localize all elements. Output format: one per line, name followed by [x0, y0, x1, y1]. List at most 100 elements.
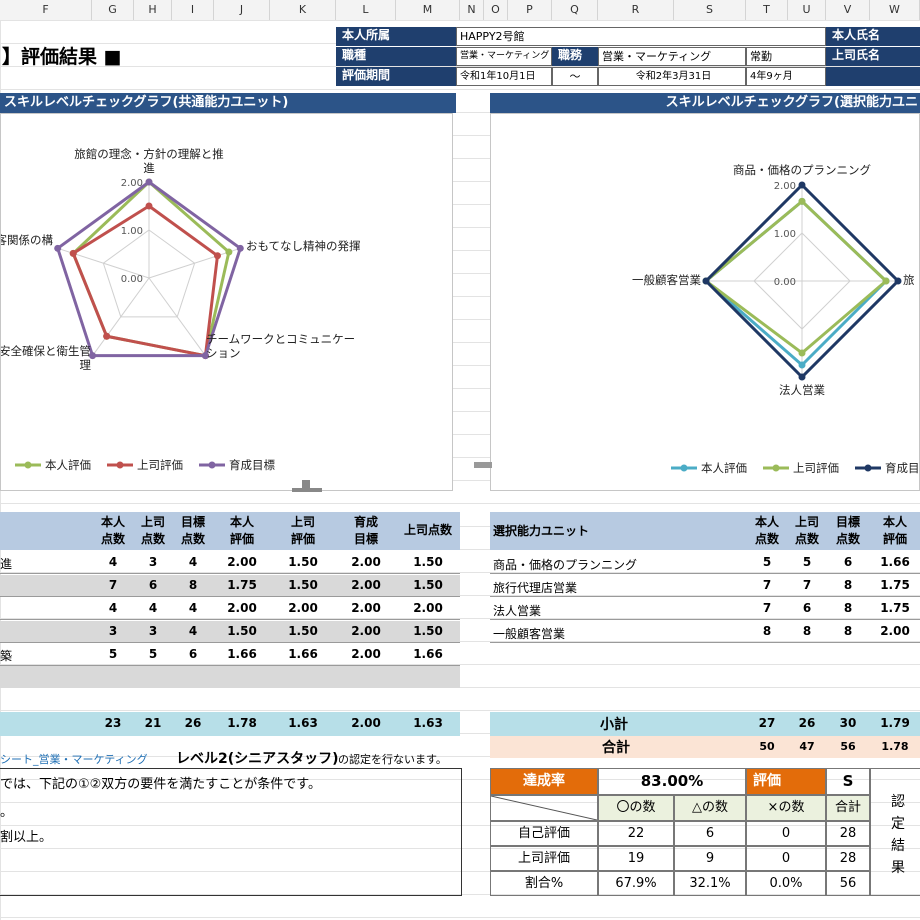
subtotal-label: 小計 [600, 717, 628, 733]
left-row-value: 2.00 [351, 555, 381, 569]
column-header-h[interactable]: H [134, 0, 172, 20]
right-subtotal-value: 30 [839, 716, 857, 730]
column-header-m[interactable]: M [396, 0, 460, 20]
radar-data-point [798, 349, 806, 357]
right-table-row[interactable] [490, 575, 920, 597]
right-table-col-header: 目標 点数 [826, 514, 870, 548]
column-header-r[interactable]: R [598, 0, 674, 20]
right-row-label: 法人営業 [493, 604, 542, 618]
radar-data-point [236, 244, 244, 252]
right-total-value: 56 [840, 740, 856, 753]
col-triangle-count: △の数 [674, 795, 746, 821]
column-header-g[interactable]: G [92, 0, 134, 20]
column-header-u[interactable]: U [788, 0, 826, 20]
col-header-line-1: 本人 [100, 515, 125, 529]
column-header-o[interactable]: O [484, 0, 508, 20]
right-row-value: 6 [843, 555, 853, 569]
right-total-row [490, 736, 920, 758]
tenure-value[interactable]: 4年9ヶ月 [746, 67, 826, 86]
left-row-value: 5 [108, 647, 118, 661]
job-label: 職種 [336, 47, 456, 66]
left-row-value: 3 [148, 624, 158, 638]
column-header-p[interactable]: P [508, 0, 552, 20]
column-header-q[interactable]: Q [552, 0, 598, 20]
left-row-value: 3 [148, 555, 158, 569]
legend-label: 上司評価 [793, 461, 839, 475]
legend-label: 本人評価 [45, 458, 91, 472]
col-header-line-2: 点数 [140, 532, 165, 546]
column-header-i[interactable]: I [172, 0, 214, 20]
dept-value[interactable]: HAPPY2号館 [456, 27, 826, 46]
column-header-w[interactable]: W [870, 0, 920, 20]
col-circle-count: 〇の数 [598, 795, 674, 821]
right-table-header-label: 選択能力ユニット [493, 524, 590, 538]
left-row-value: 2.00 [351, 647, 381, 661]
radar-series-line [703, 199, 889, 368]
col-cross-count: ×の数 [746, 795, 826, 821]
col-header-line-1: 目標 [180, 515, 205, 529]
right-table-row[interactable] [490, 621, 920, 643]
col-header-line-2: 点数 [835, 532, 860, 546]
period-end[interactable]: 令和2年3月31日 [598, 67, 746, 86]
right-subtotal-value: 27 [758, 716, 776, 730]
page-title: 】評価結果 ■ [2, 46, 122, 68]
left-row-value: 1.50 [227, 624, 257, 638]
column-header-l[interactable]: L [336, 0, 396, 20]
right-row-value: 1.75 [880, 578, 910, 592]
radar-axis-label: 客関係の構 [1, 233, 53, 247]
left-total-value: 21 [144, 716, 162, 730]
conditions-line-3: 割以上。 [0, 830, 53, 845]
radar-data-point [69, 249, 77, 257]
legend-label: 育成目標 [885, 461, 920, 475]
left-row-value: 2.00 [227, 555, 257, 569]
column-header-j[interactable]: J [214, 0, 270, 20]
left-table-row[interactable] [0, 644, 460, 666]
empty-gray-row[interactable] [0, 666, 460, 688]
summary-cross-value: 0.0% [746, 871, 826, 896]
period-start[interactable]: 令和1年10月1日 [456, 67, 552, 86]
chart-move-handle[interactable] [474, 462, 492, 468]
col-header-line-2: 点数 [100, 532, 125, 546]
legend-swatch-marker [772, 464, 780, 472]
chart-resize-handle[interactable] [292, 488, 322, 492]
right-subtotal-value: 1.79 [880, 716, 910, 730]
left-row-value: 4 [108, 601, 118, 615]
duty-label: 職務 [552, 47, 598, 66]
boss-name-field[interactable] [826, 67, 920, 86]
column-header-t[interactable]: T [746, 0, 788, 20]
left-radar-chart: 2.00 1.00 0.00 旅館の理念・方針の理解と推進おもてなし精神の発揮チームワ… [0, 147, 361, 472]
duty-value[interactable]: 営業・マーケティング [598, 47, 746, 66]
left-table-row[interactable] [0, 552, 460, 574]
job-value[interactable]: 営業・マーケティング [456, 47, 552, 66]
column-header-v[interactable]: V [826, 0, 870, 20]
right-subtotal-row [490, 712, 920, 736]
summary-triangle-value: 32.1% [674, 871, 746, 896]
right-total-value: 47 [799, 740, 815, 753]
chart-resize-handle-stem[interactable] [302, 480, 310, 490]
column-header-f[interactable]: F [0, 0, 92, 20]
left-table-row[interactable] [0, 621, 460, 643]
column-header-k[interactable]: K [270, 0, 336, 20]
column-header-s[interactable]: S [674, 0, 746, 20]
conditions-line-1: では、下記の①②双方の要件を満たすことが条件です。 [0, 777, 322, 792]
right-table-row[interactable] [490, 552, 920, 574]
right-radar-chart-area[interactable]: 2.00 1.00 0.00 商品・価格のプランニング旅法人営業 一般顧客営業 本人評価 上… [490, 113, 920, 491]
summary-circle-value: 67.9% [598, 871, 674, 896]
right-table-row[interactable] [490, 598, 920, 620]
employment-value[interactable]: 常勤 [746, 47, 826, 66]
left-table-row[interactable] [0, 575, 460, 597]
col-header-line-2: 評価 [290, 532, 315, 546]
radar-tick-label: 2.00 [774, 181, 796, 192]
right-table-col-header: 本人 点数 [746, 514, 788, 548]
total-label: 合計 [602, 740, 630, 756]
left-radar-chart-area[interactable]: 2.00 1.00 0.00 旅館の理念・方針の理解と推進おもてなし精神の発揮 チームワ… [0, 113, 453, 491]
left-table-header [0, 512, 460, 550]
radar-tick-label: 1.00 [121, 226, 143, 237]
radar-spoke [92, 277, 150, 356]
column-header-n[interactable]: N [460, 0, 484, 20]
radar-tick-label: 1.00 [774, 229, 796, 240]
left-table-row[interactable] [0, 598, 460, 620]
right-subtotal-value: 26 [798, 716, 816, 730]
left-row-value: 1.50 [288, 624, 318, 638]
left-table-col-header: 上司点数 [134, 514, 172, 548]
